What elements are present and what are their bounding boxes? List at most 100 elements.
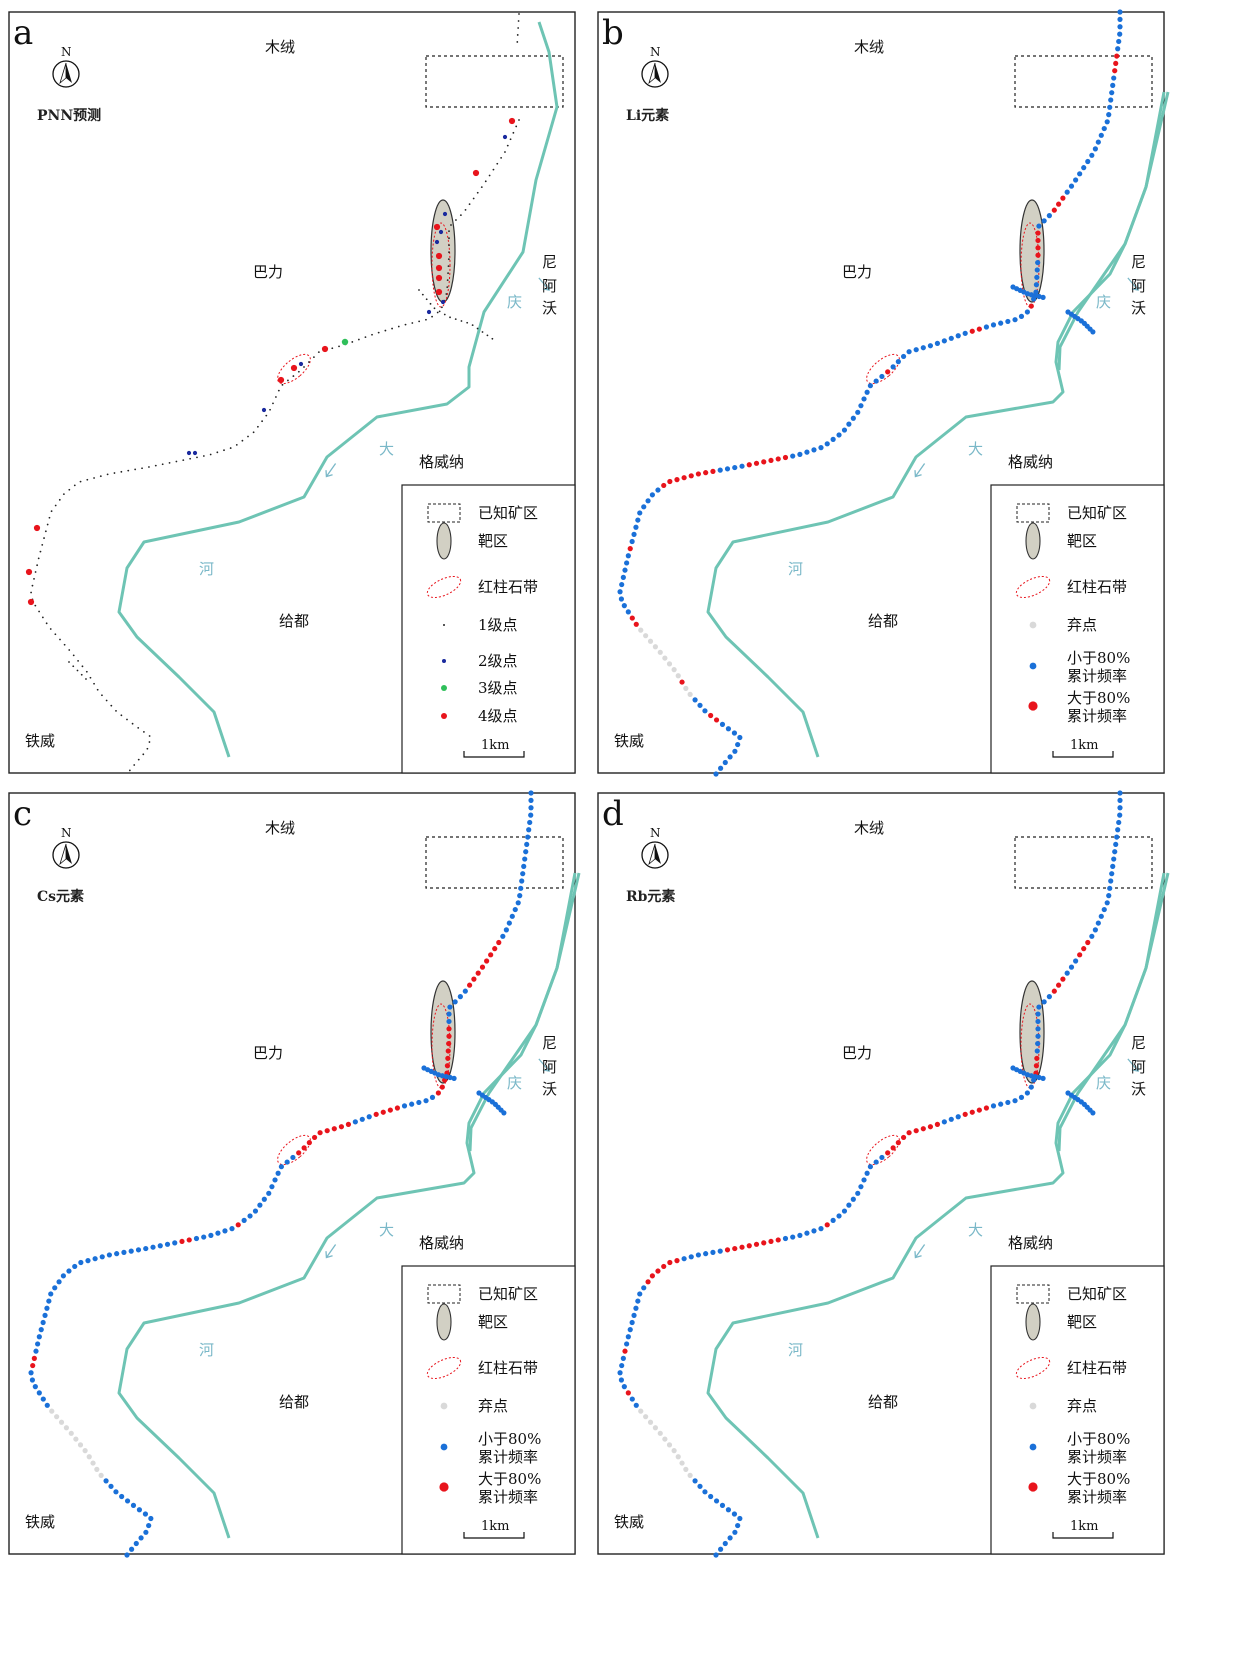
sample-point-above-80 [900, 1134, 907, 1141]
sample-point-below-80 [193, 1235, 200, 1242]
grade2-point [192, 450, 198, 456]
discarded-point [666, 1442, 673, 1448]
sample-point-below-80 [727, 754, 733, 760]
sample-point-below-80 [28, 1370, 34, 1376]
legend-item-5: 大于80%累计频率 [1028, 1470, 1130, 1506]
sample-point-below-80 [836, 1213, 842, 1219]
grade1-point [120, 470, 123, 473]
grade1-point [517, 20, 520, 22]
place-name-tiewei: 铁威 [614, 1513, 644, 1531]
sample-point-below-80 [1036, 223, 1042, 229]
sample-point-below-80 [641, 1285, 647, 1291]
discarded-point [687, 691, 693, 697]
sample-point-below-80 [998, 1101, 1004, 1107]
sample-point-below-80 [697, 1483, 703, 1489]
sample-point-below-80 [1034, 267, 1040, 273]
legend-item-0: 已知矿区 [427, 1284, 538, 1304]
grade1-point [447, 265, 450, 268]
grade1-point [143, 731, 145, 733]
sample-point-below-80 [1115, 827, 1121, 833]
grade4-point [25, 568, 33, 576]
grade1-point [448, 237, 450, 240]
river-label-qing: 庆 [507, 293, 522, 311]
sample-point-below-80 [629, 538, 635, 545]
sample-point-above-80 [445, 1048, 451, 1054]
discarded-point [98, 1472, 104, 1478]
sample-point-below-80 [66, 1268, 72, 1274]
grade1-point [431, 315, 433, 318]
sample-point-above-80 [732, 1245, 738, 1252]
scale-bar: 1km [463, 738, 525, 758]
grade1-point [515, 125, 518, 128]
sample-point-below-80 [172, 1240, 178, 1246]
sample-point-below-80 [1110, 82, 1116, 88]
sample-point-below-80 [42, 1312, 48, 1318]
sample-point-below-80 [1036, 1004, 1042, 1010]
grade1-point [48, 516, 51, 519]
grade1-point [433, 307, 436, 310]
grade1-point [105, 699, 108, 702]
grade1-point [202, 455, 205, 457]
grade1-point [43, 537, 45, 539]
sample-point-below-80 [29, 1377, 35, 1383]
grade1-point [93, 477, 95, 479]
legend-symbol-target [1025, 522, 1041, 560]
sample-point-below-80 [900, 353, 907, 360]
sample-point-below-80 [124, 1552, 130, 1558]
sample-point-below-80 [1098, 132, 1104, 138]
grade1-point [411, 322, 414, 324]
sample-point-above-80 [446, 1033, 452, 1039]
sample-point-above-80 [373, 1111, 379, 1117]
sample-point-below-80 [1104, 119, 1110, 125]
sample-point-below-80 [1005, 318, 1011, 325]
sample-point-below-80 [146, 1522, 152, 1529]
legend-label-2: 累计频率 [478, 1488, 538, 1506]
sample-point-below-80 [717, 467, 723, 473]
sample-point-below-80 [138, 1535, 144, 1541]
scale-bar: 1km [1052, 738, 1114, 758]
sample-point-below-80 [737, 734, 743, 741]
panel-letter: d [602, 794, 624, 834]
sample-point-above-80 [824, 1222, 830, 1228]
place-name-geweina: 格威纳 [1008, 453, 1053, 471]
discarded-point [657, 649, 663, 655]
sample-point-below-80 [934, 340, 941, 346]
sample-point-above-80 [969, 328, 975, 334]
sample-point-below-80 [836, 432, 842, 438]
grade2-point [261, 407, 267, 413]
legend-item-0: 已知矿区 [1016, 503, 1127, 523]
legend-symbol-green [441, 685, 447, 691]
sample-point-below-80 [692, 1478, 698, 1484]
river-main [706, 872, 1170, 1539]
grade1-point [175, 460, 178, 463]
sample-point-above-80 [444, 1063, 451, 1069]
sample-point-below-80 [804, 1230, 810, 1236]
sample-point-above-80 [629, 615, 635, 621]
grade1-point [488, 174, 491, 177]
grade1-point [459, 214, 462, 217]
river-label-qing: 庆 [507, 1074, 522, 1092]
grade1-point [450, 224, 452, 226]
sample-point-below-80 [722, 759, 728, 766]
sample-point-below-80 [416, 1099, 422, 1106]
discarded-point [683, 685, 689, 691]
legend-label: 大于80% [478, 1470, 541, 1488]
sample-point-below-80 [635, 517, 641, 523]
grade1-point [106, 473, 109, 476]
sample-point-above-80 [667, 478, 673, 485]
scale-label: 1km [481, 1519, 509, 1534]
grade1-point [131, 722, 134, 725]
river-branch [1057, 91, 1166, 371]
grade1-point [241, 439, 244, 442]
grade1-point [235, 443, 238, 446]
legend-item-6: 4级点 [441, 707, 518, 725]
sample-point-below-80 [272, 1177, 278, 1183]
sample-point-below-80 [446, 1011, 452, 1017]
sample-point-above-80 [1060, 976, 1066, 982]
grade4-point [277, 376, 285, 384]
discarded-point [675, 673, 681, 679]
sample-point-below-80 [718, 765, 724, 771]
grade1-point [142, 753, 145, 756]
